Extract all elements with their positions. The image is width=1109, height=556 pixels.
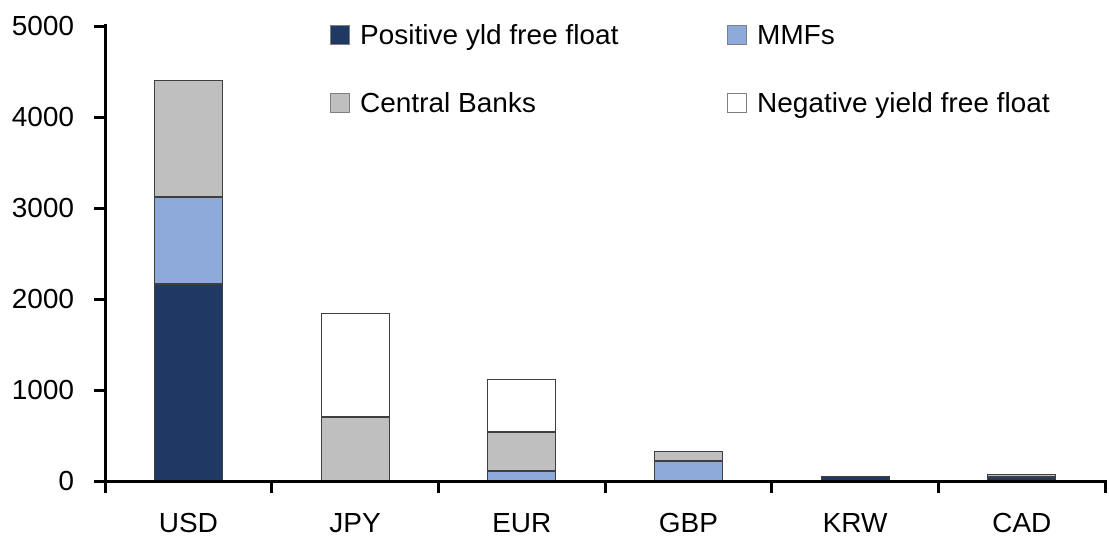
- y-tick-mark: [93, 24, 104, 28]
- x-category-label: EUR: [492, 507, 552, 538]
- y-tick-label: 1000: [11, 374, 74, 405]
- y-tick-label: 0: [58, 465, 74, 496]
- y-tick-mark: [93, 206, 104, 210]
- legend-item: Positive yld free float: [330, 19, 618, 51]
- y-tick-mark: [93, 479, 104, 483]
- y-axis-line: [103, 24, 107, 483]
- y-tick-label: 4000: [11, 101, 74, 132]
- bar-segment-central-banks: [320, 417, 390, 481]
- legend-swatch-icon: [330, 93, 350, 113]
- legend-swatch-icon: [727, 93, 747, 113]
- legend-item: MMFs: [727, 19, 835, 51]
- legend-swatch-icon: [727, 25, 747, 45]
- legend-swatch-icon: [330, 25, 350, 45]
- y-tick-label: 5000: [11, 10, 74, 41]
- x-category-label: CAD: [992, 507, 1052, 538]
- x-tick-mark: [270, 482, 274, 493]
- y-tick-mark: [93, 388, 104, 392]
- legend-item: Negative yield free float: [727, 87, 1050, 119]
- x-tick-mark: [1103, 482, 1107, 493]
- y-tick-mark: [93, 115, 104, 119]
- x-tick-mark: [770, 482, 774, 493]
- x-category-label: USD: [158, 507, 218, 538]
- bar-segment-central-banks: [653, 450, 723, 462]
- bar-segment-central-banks: [153, 79, 223, 198]
- legend-label: Negative yield free float: [757, 87, 1050, 118]
- bar-segment-negative-yield-free-float: [320, 312, 390, 418]
- x-tick-mark: [603, 482, 607, 493]
- x-tick-mark: [103, 482, 107, 493]
- legend-label: MMFs: [757, 19, 835, 50]
- bar-segment-central-banks: [487, 431, 557, 471]
- x-tick-mark: [436, 482, 440, 493]
- legend-label: Positive yld free float: [360, 19, 619, 50]
- x-category-label: JPY: [329, 507, 381, 538]
- bar-segment-mmfs: [653, 461, 723, 481]
- legend-label: Central Banks: [360, 87, 536, 118]
- bar-segment-negative-yield-free-float: [487, 379, 557, 432]
- x-category-label: KRW: [822, 507, 888, 538]
- x-category-label: GBP: [658, 507, 718, 538]
- y-tick-label: 3000: [11, 192, 74, 223]
- bar-segment-mmfs: [153, 197, 223, 284]
- bar-segment-positive-yld-free-float: [153, 283, 223, 481]
- x-axis-line: [103, 479, 1107, 483]
- x-tick-mark: [936, 482, 940, 493]
- legend-item: Central Banks: [330, 87, 536, 119]
- y-tick-label: 2000: [11, 283, 74, 314]
- bar-segment-central-banks: [987, 474, 1057, 477]
- y-tick-mark: [93, 297, 104, 301]
